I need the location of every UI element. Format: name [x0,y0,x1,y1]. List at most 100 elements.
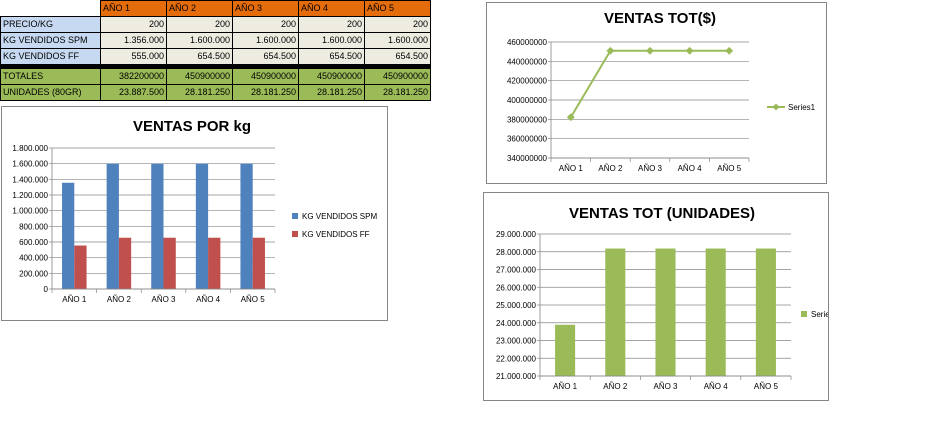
bar [755,248,776,376]
row-label-kg-ff[interactable]: KG VENDIDOS FF [0,48,101,65]
y-tick-label: 21.000.000 [496,372,537,381]
y-tick-label: 0 [44,285,49,294]
chart-ventas-por-kg[interactable]: VENTAS POR kg 0 200.000 400.000 600.000 800.0… [1,106,388,321]
row-label-unidades[interactable]: UNIDADES (80GR) [0,84,101,101]
y-tick-label: 25.000.000 [496,301,537,310]
legend-label: Series1 [788,103,816,112]
table-cell[interactable]: 654.500 [364,48,431,65]
table-cell[interactable]: 1.600.000 [298,32,365,49]
row-label-totales[interactable]: TOTALES [0,68,101,85]
table-cell[interactable]: 23.887.500 [100,84,167,101]
bar [705,248,726,376]
table-cell[interactable]: 654.500 [166,48,233,65]
table-cell[interactable]: 200 [364,16,431,33]
table-cell[interactable]: 200 [100,16,167,33]
y-tick-label: 340000000 [507,154,548,163]
x-tick-label: AÑO 2 [603,382,628,391]
series-line [569,49,730,118]
table-cell[interactable]: 450900000 [166,68,233,85]
y-tick-label: 420000000 [507,77,548,86]
table-cell[interactable]: 555.000 [100,48,167,65]
table-corner-cell [0,0,101,17]
table-row: TOTALES 382200000 450900000 450900000 45… [0,68,431,85]
y-tick-label: 1.200.000 [12,191,48,200]
table-header-cell[interactable]: AÑO 2 [166,0,233,17]
x-tick-label: AÑO 1 [559,164,584,173]
table-row: PRECIO/KG 200 200 200 200 200 [0,16,431,33]
y-tick-label: 27.000.000 [496,266,537,275]
x-tick-label: AÑO 3 [638,164,663,173]
table-row: KG VENDIDOS SPM 1.356.000 1.600.000 1.60… [0,32,431,49]
table-cell[interactable]: 654.500 [232,48,299,65]
table-cell[interactable]: 200 [166,16,233,33]
x-tick-label: AÑO 5 [241,295,266,304]
chart-title: VENTAS TOT (UNIDADES) [569,205,755,222]
chart-ventas-unidades[interactable]: VENTAS TOT (UNIDADES) 21.000.000 22.000.00… [483,192,829,401]
table-cell[interactable]: 654.500 [298,48,365,65]
table-cell[interactable]: 450900000 [232,68,299,85]
bar [163,237,176,289]
bar [195,163,209,289]
legend-label: KG VENDIDOS SPM [302,212,377,221]
table-cell[interactable]: 200 [232,16,299,33]
legend-key-marker [772,103,780,111]
y-tick-label: 24.000.000 [496,319,537,328]
chart-ventas-tot[interactable]: VENTAS TOT($) 340000000 360000000 380000000… [486,2,827,184]
chart-title: VENTAS TOT($) [604,10,716,27]
table-cell[interactable]: 1.600.000 [364,32,431,49]
row-label-precio[interactable]: PRECIO/KG [0,16,101,33]
table-row: UNIDADES (80GR) 23.887.500 28.181.250 28… [0,84,431,101]
table-cell[interactable]: 200 [298,16,365,33]
table-cell[interactable]: 28.181.250 [232,84,299,101]
table-cell[interactable]: 382200000 [100,68,167,85]
bar [118,237,132,289]
legend-key [292,213,298,219]
table-cell[interactable]: 28.181.250 [364,84,431,101]
x-tick-label: AÑO 1 [62,295,87,304]
y-tick-label: 1.600.000 [12,160,48,169]
table-header-cell[interactable]: AÑO 4 [298,0,365,17]
y-tick-label: 800.000 [19,222,48,231]
data-point [685,46,694,55]
legend-label: KG VENDIDOS FF [302,230,370,239]
legend-key [801,311,807,317]
y-tick-label: 440000000 [507,57,548,66]
y-tick-label: 380000000 [507,115,548,124]
y-tick-label: 23.000.000 [496,337,537,346]
bar [106,163,119,289]
table-row: KG VENDIDOS FF 555.000 654.500 654.500 6… [0,48,431,65]
x-tick-label: AÑO 2 [598,164,623,173]
bar [252,237,265,289]
data-point [606,46,615,55]
table-cell[interactable]: 450900000 [364,68,431,85]
bar [605,248,626,376]
x-tick-label: AÑO 3 [653,382,678,391]
bar [655,248,676,376]
table-cell[interactable]: 28.181.250 [166,84,233,101]
y-tick-label: 400000000 [507,96,548,105]
table-cell[interactable]: 1.600.000 [166,32,233,49]
y-tick-label: 1.800.000 [12,144,48,153]
bar [74,245,87,289]
y-tick-label: 400.000 [19,254,48,263]
table-header-cell[interactable]: AÑO 5 [364,0,431,17]
x-tick-label: AÑO 4 [196,295,221,304]
table-cell[interactable]: 28.181.250 [298,84,365,101]
chart-ventas-unidades-svg: VENTAS TOT (UNIDADES) 21.000.000 22.000.00… [496,205,828,391]
x-tick-label: AÑO 4 [678,164,703,173]
bar [151,163,164,289]
chart-ventas-tot-svg: VENTAS TOT($) 340000000 360000000 380000000… [507,10,816,173]
table-cell[interactable]: 1.356.000 [100,32,167,49]
y-tick-label: 360000000 [507,135,548,144]
y-tick-label: 29.000.000 [496,230,537,239]
table-header-cell[interactable]: AÑO 1 [100,0,167,17]
y-tick-label: 22.000.000 [496,354,537,363]
bar [555,324,576,376]
table-cell[interactable]: 450900000 [298,68,365,85]
y-tick-label: 1.400.000 [12,175,48,184]
row-label-kg-spm[interactable]: KG VENDIDOS SPM [0,32,101,49]
table-header-cell[interactable]: AÑO 3 [232,0,299,17]
bar [240,163,253,289]
x-tick-label: AÑO 4 [704,382,729,391]
table-cell[interactable]: 1.600.000 [232,32,299,49]
